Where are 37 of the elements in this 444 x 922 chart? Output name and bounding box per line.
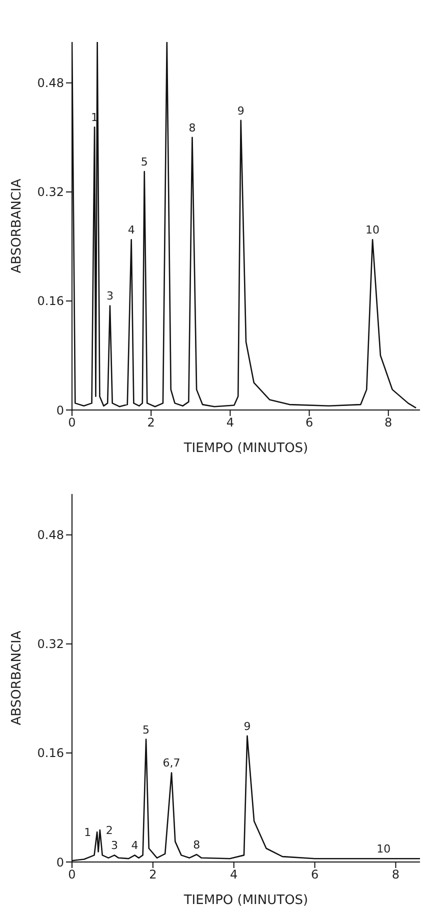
y-tick-label: 0.48 [37,76,64,90]
x-tick-label: 2 [149,868,157,882]
y-tick-label: 0 [56,855,64,870]
y-tick-label: 0.16 [37,294,64,308]
annotation: 4 [128,224,135,237]
annotation: 8 [188,121,196,134]
annotation: 3 [106,290,114,303]
annotation: 10 [376,842,391,856]
y-tick-label: 0.16 [37,746,64,760]
y-axis-title: ABSORBANCIA [10,178,25,274]
x-tick-label: 8 [392,868,400,882]
x-axis-title: TIEMPO (MINUTOS) [182,441,308,456]
x-tick-label: 0 [68,868,76,882]
y-tick-label: 0 [56,403,64,418]
x-tick-label: 4 [226,416,234,430]
annotation: 9 [237,104,244,118]
annotation: 6,7 [162,756,180,770]
annotation: 8 [193,838,200,852]
y-tick-label: 0.48 [37,528,64,542]
y-tick-label: 0.32 [37,185,64,200]
annotation: 5 [140,155,148,168]
x-axis-title: TIEMPO (MINUTOS) [182,893,308,908]
x-tick-label: 4 [230,868,238,882]
y-tick-label: 0.32 [37,637,64,652]
annotation: 4 [131,839,138,852]
x-tick-label: 6 [310,868,319,882]
x-tick-label: 6 [305,416,314,430]
x-tick-label: 2 [147,416,155,430]
annotation: 3 [110,839,118,852]
annotation: 9 [244,720,251,733]
annotation: 10 [366,224,380,237]
y-axis-title: ABSORBANCIA [10,630,25,726]
x-tick-label: 8 [384,416,392,430]
x-tick-label: 0 [68,416,76,430]
annotation: 5 [142,723,150,736]
annotation: 1 [84,826,92,839]
annotation: 2 [106,824,113,837]
